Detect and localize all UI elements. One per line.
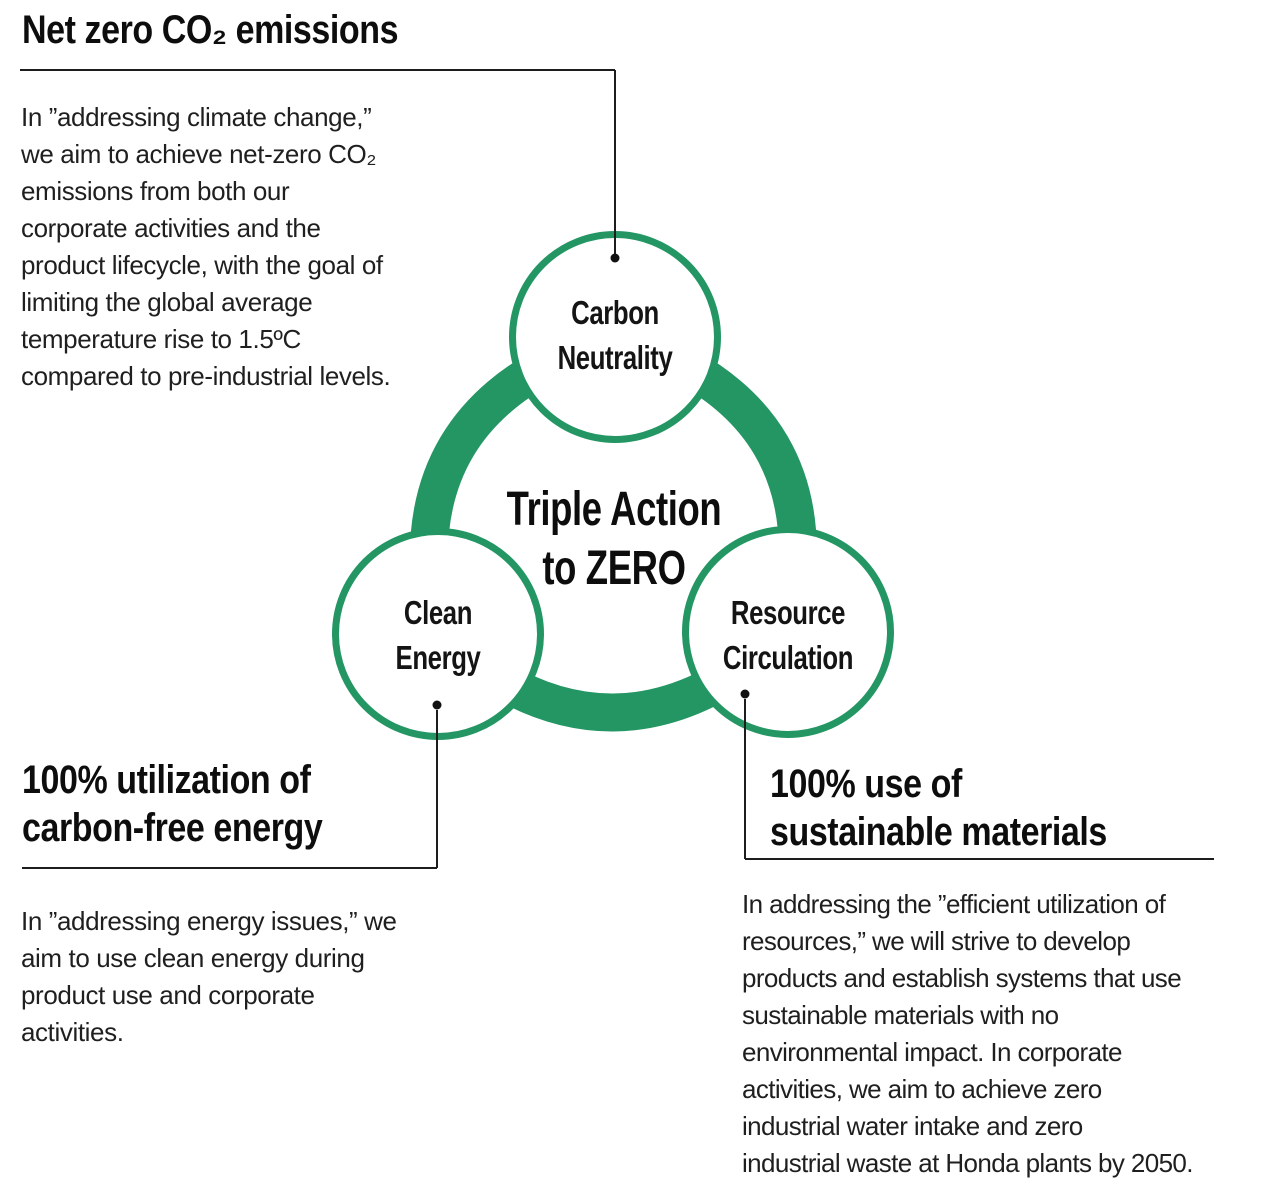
climate-paragraph: In ”addressing climate change,” we aim t… <box>21 102 391 391</box>
materials-connector-dot <box>740 689 750 699</box>
ring-band <box>409 317 817 732</box>
carbon-neutrality-label: Carbon Neutrality <box>557 294 673 376</box>
resource-circulation-label: Resource Circulation <box>722 594 854 676</box>
energy-connector-dot <box>432 700 442 710</box>
climate-connector-dot <box>610 253 620 263</box>
materials-paragraph: In addressing the ”efficient utilization… <box>742 889 1194 1178</box>
climate-heading: Net zero CO₂ emissions <box>22 8 399 52</box>
center-title: Triple Action to ZERO <box>506 483 722 595</box>
clean-energy-label: Clean Energy <box>395 594 481 676</box>
resource-circulation-circle <box>682 526 894 738</box>
energy-heading: 100% utilization of carbon-free energy <box>22 758 323 850</box>
materials-heading: 100% use of sustainable materials <box>770 762 1107 854</box>
energy-paragraph: In ”addressing energy issues,” we aim to… <box>21 906 397 1047</box>
